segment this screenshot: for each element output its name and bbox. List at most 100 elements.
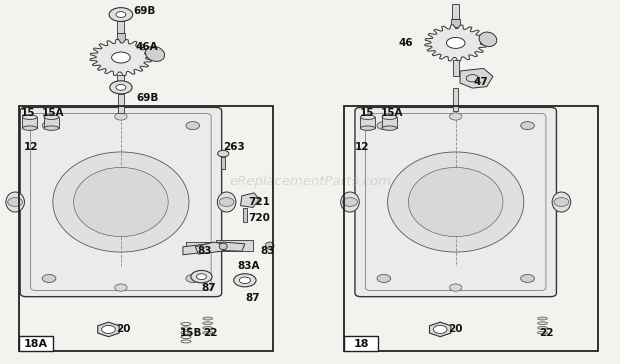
Bar <box>360 117 375 128</box>
Circle shape <box>377 274 391 282</box>
Ellipse shape <box>360 115 375 119</box>
Circle shape <box>521 274 534 282</box>
Bar <box>19 106 273 351</box>
Ellipse shape <box>538 322 547 325</box>
Bar <box>344 106 598 351</box>
Text: 263: 263 <box>223 142 245 153</box>
Bar <box>118 75 124 83</box>
Bar <box>118 94 123 113</box>
Circle shape <box>42 274 56 282</box>
Ellipse shape <box>382 126 397 130</box>
Text: 15: 15 <box>360 108 374 118</box>
Circle shape <box>239 277 250 284</box>
Text: 69B: 69B <box>133 6 156 16</box>
Bar <box>44 117 59 128</box>
Ellipse shape <box>479 32 497 47</box>
Text: eReplacementParts.com: eReplacementParts.com <box>229 175 391 189</box>
Text: 18A: 18A <box>24 339 48 349</box>
Bar <box>243 208 247 222</box>
Text: 12: 12 <box>355 142 369 153</box>
Text: 83: 83 <box>260 246 275 256</box>
Ellipse shape <box>44 126 59 130</box>
Circle shape <box>110 81 132 94</box>
Circle shape <box>42 122 56 130</box>
Text: 46A: 46A <box>135 42 157 52</box>
Circle shape <box>186 274 200 282</box>
Ellipse shape <box>388 152 524 252</box>
Text: 720: 720 <box>248 213 270 223</box>
Circle shape <box>554 198 569 206</box>
Bar <box>19 336 53 351</box>
Ellipse shape <box>146 46 164 62</box>
Polygon shape <box>425 25 487 61</box>
Text: 87: 87 <box>202 282 216 293</box>
Circle shape <box>219 198 234 206</box>
Ellipse shape <box>44 115 59 119</box>
Circle shape <box>112 52 130 63</box>
Circle shape <box>115 284 127 291</box>
Ellipse shape <box>6 192 25 212</box>
Circle shape <box>115 113 127 120</box>
Circle shape <box>116 84 126 90</box>
Text: 721: 721 <box>248 197 270 207</box>
Bar <box>453 88 459 111</box>
Circle shape <box>8 198 23 206</box>
Ellipse shape <box>219 243 228 250</box>
Polygon shape <box>241 193 259 207</box>
Circle shape <box>521 122 534 130</box>
Ellipse shape <box>203 327 213 329</box>
Text: 18: 18 <box>353 339 369 349</box>
Circle shape <box>446 37 465 48</box>
Ellipse shape <box>265 242 274 249</box>
Circle shape <box>197 274 206 280</box>
Text: 69B: 69B <box>136 92 159 103</box>
Circle shape <box>109 8 133 21</box>
Bar <box>344 336 378 351</box>
Text: 22: 22 <box>203 328 218 338</box>
FancyBboxPatch shape <box>355 107 556 297</box>
Circle shape <box>342 198 357 206</box>
Text: 83A: 83A <box>237 261 260 271</box>
Text: 20: 20 <box>448 324 463 335</box>
Text: 47: 47 <box>473 77 488 87</box>
Text: 15B: 15B <box>180 328 202 338</box>
Circle shape <box>450 284 462 291</box>
Ellipse shape <box>53 152 189 252</box>
Text: 15A: 15A <box>381 108 403 118</box>
Ellipse shape <box>203 322 213 325</box>
Text: 15A: 15A <box>42 108 64 118</box>
Circle shape <box>450 113 462 120</box>
Circle shape <box>191 270 212 283</box>
Polygon shape <box>90 39 152 76</box>
Polygon shape <box>430 322 451 337</box>
Ellipse shape <box>360 126 375 130</box>
Polygon shape <box>195 242 226 254</box>
Bar <box>382 117 397 128</box>
Polygon shape <box>460 68 493 88</box>
Text: 15: 15 <box>20 108 35 118</box>
Text: 22: 22 <box>539 328 554 338</box>
Polygon shape <box>183 242 245 255</box>
Ellipse shape <box>203 317 213 320</box>
Ellipse shape <box>74 167 168 237</box>
Ellipse shape <box>22 126 37 130</box>
Ellipse shape <box>382 115 397 119</box>
Ellipse shape <box>552 192 570 212</box>
Bar <box>216 240 253 251</box>
Bar <box>186 242 217 251</box>
Circle shape <box>218 150 229 157</box>
FancyBboxPatch shape <box>20 107 222 297</box>
Ellipse shape <box>538 317 547 320</box>
Circle shape <box>234 274 256 287</box>
Circle shape <box>377 122 391 130</box>
Bar <box>221 157 226 169</box>
Ellipse shape <box>538 331 547 334</box>
Ellipse shape <box>22 115 37 119</box>
Text: 83: 83 <box>197 246 211 256</box>
Circle shape <box>433 325 447 333</box>
Bar <box>117 33 125 43</box>
Circle shape <box>186 122 200 130</box>
Bar <box>453 60 459 76</box>
Ellipse shape <box>409 167 503 237</box>
Ellipse shape <box>341 192 360 212</box>
